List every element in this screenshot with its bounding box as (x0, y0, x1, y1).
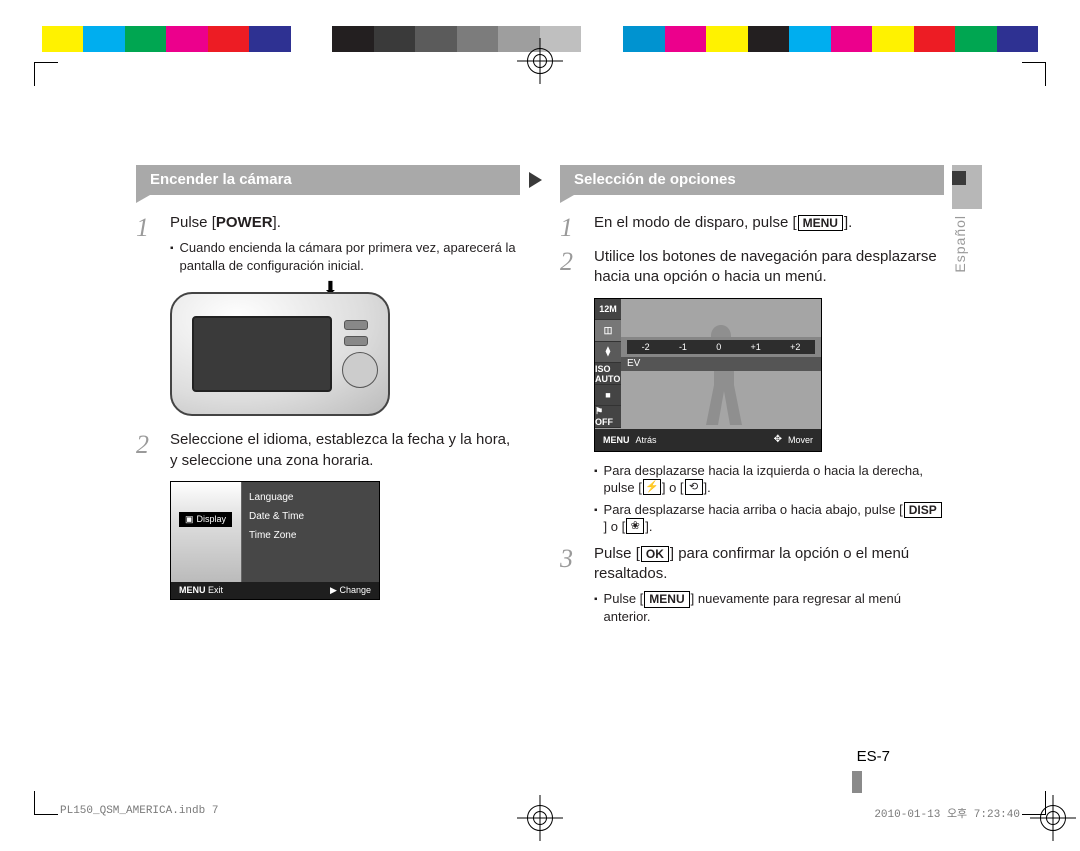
footer-exit: MENU Exit (179, 585, 223, 596)
menu-item: Language (249, 492, 371, 503)
step-number: 1 (136, 213, 170, 278)
sub-bullet: Para desplazarse hacia arriba o hacia ab… (594, 501, 944, 536)
display-icon: ▣ (185, 514, 194, 525)
ok-key: OK (641, 546, 669, 562)
left-column: Encender la cámara 1 Pulse [POWER]. Cuan… (136, 165, 520, 781)
crop-mark (34, 62, 58, 86)
language-label: Español (952, 215, 982, 273)
page-content: Encender la cámara 1 Pulse [POWER]. Cuan… (136, 165, 944, 781)
menu-key: MENU (603, 435, 630, 445)
page-number: ES-7 (857, 748, 890, 765)
step-1: 1 En el modo de disparo, pulse [MENU]. (560, 213, 944, 241)
step-3: 3 Pulse [OK] para confirmar la opción o … (560, 544, 944, 630)
step-2: 2 Seleccione el idioma, establezca la fe… (136, 430, 520, 471)
person-silhouette-icon (676, 317, 766, 429)
ev-adjustment-screenshot: 12M ◫ ⧫ ISO AUTO ■ ⚑ OFF -2 -1 0 +1 +2 (594, 298, 822, 452)
crop-mark (34, 791, 58, 815)
stop-icon (952, 171, 966, 185)
res-icon: 12M (595, 299, 621, 321)
footer-change: ▶ Change (330, 585, 371, 596)
registration-mark (523, 44, 557, 78)
menu-item: Date & Time (249, 511, 371, 522)
timestamp: 2010-01-13 오후 7:23:40 (874, 805, 1020, 821)
menu-key: MENU (798, 215, 843, 231)
sub-bullet: Cuando encienda la cámara por primera ve… (170, 239, 520, 274)
file-name: PL150_QSM_AMERICA.indb 7 (60, 805, 218, 821)
step-number: 3 (560, 544, 594, 630)
ev-label-strip: EV (621, 357, 821, 371)
power-key-label: POWER (216, 214, 273, 231)
disp-key: DISP (904, 502, 942, 518)
step-number: 1 (560, 213, 594, 241)
face-icon: ⚑ OFF (595, 406, 621, 428)
heading-text: Selección de opciones (574, 171, 736, 188)
flash-icon: ⚡ (643, 479, 661, 495)
ev-scale: -2 -1 0 +1 +2 (627, 340, 815, 354)
macro-icon: ❀ (626, 518, 644, 534)
step-number: 2 (560, 247, 594, 288)
section-heading-power-on: Encender la cámara (136, 165, 520, 195)
dpad-icon: ✥ (774, 434, 782, 445)
camera-illustration: ⬇ (170, 286, 390, 416)
display-settings-screenshot: ▣ Display Language Date & Time Time Zone… (170, 481, 380, 600)
step-text: Seleccione el idioma, establezca la fech… (170, 431, 510, 468)
quality-icon: ◫ (595, 320, 621, 342)
sub-bullet: Pulse [MENU] nuevamente para regresar al… (594, 590, 944, 625)
menu-item: Time Zone (249, 530, 371, 541)
step-text: Pulse [ (170, 214, 216, 231)
sub-bullet: Para desplazarse hacia la izquierda o ha… (594, 462, 944, 497)
display-tab: ▣ Display (179, 512, 232, 527)
step-text: Utilice los botones de navegación para d… (594, 248, 937, 285)
menu-key: MENU (644, 591, 689, 607)
crop-mark (1022, 62, 1046, 86)
section-heading-options: Selección de opciones (560, 165, 944, 195)
step-1: 1 Pulse [POWER]. Cuando encienda la cáma… (136, 213, 520, 278)
play-icon (529, 172, 542, 188)
right-column: Selección de opciones 1 En el modo de di… (560, 165, 944, 781)
wb-icon: ■ (595, 385, 621, 407)
iso-icon: ISO AUTO (595, 363, 621, 385)
ev-icon: ⧫ (595, 342, 621, 364)
page-number-bar (852, 771, 862, 793)
timer-icon: ⟲ (685, 479, 703, 495)
heading-text: Encender la cámara (150, 171, 292, 188)
print-footer: PL150_QSM_AMERICA.indb 7 2010-01-13 오후 7… (60, 805, 1020, 821)
registration-mark (1036, 801, 1070, 835)
step-2: 2 Utilice los botones de navegación para… (560, 247, 944, 288)
step-number: 2 (136, 430, 170, 471)
